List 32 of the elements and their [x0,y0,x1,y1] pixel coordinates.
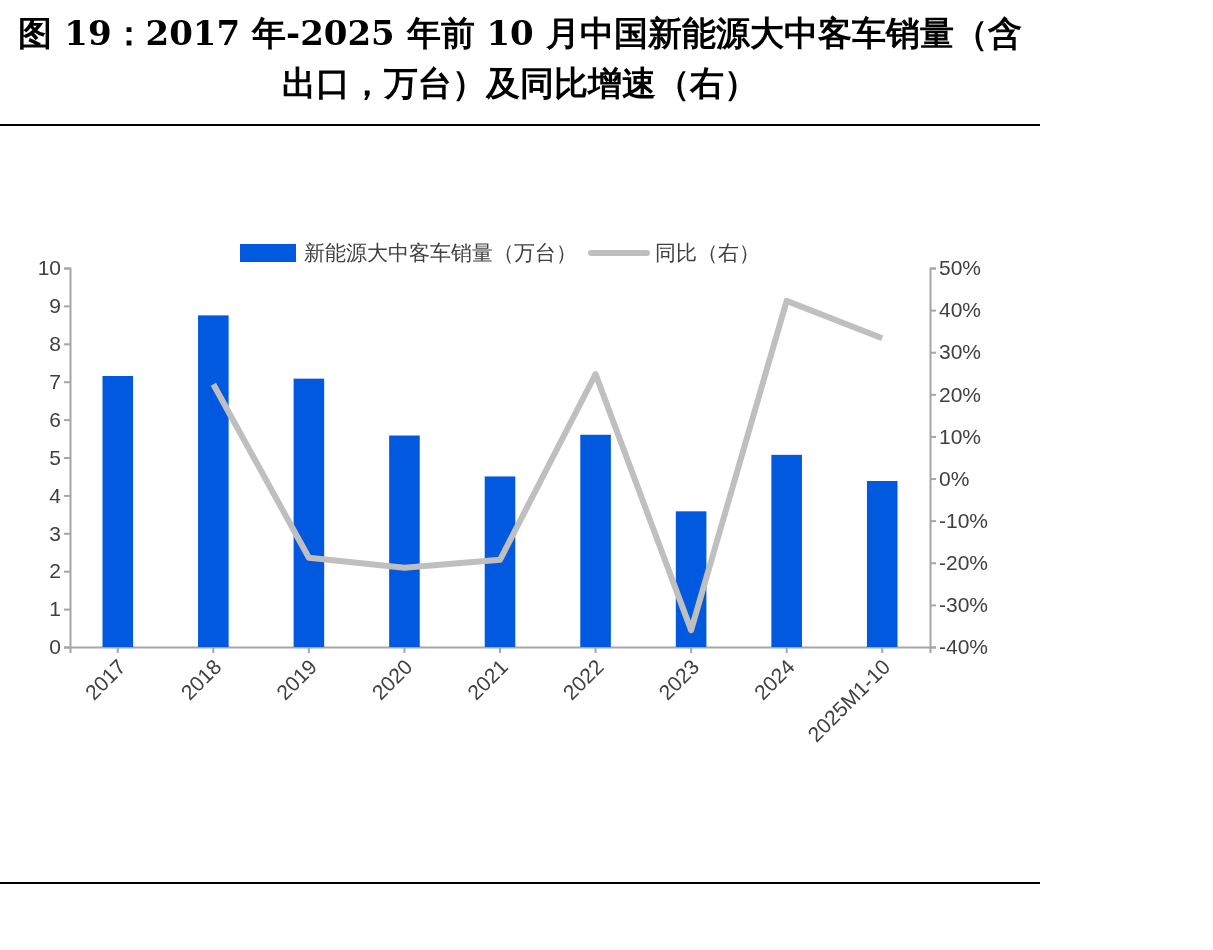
legend-label: 新能源大中客车销量（万台） [304,241,577,265]
y-tick-label: 1 [49,597,61,621]
y-tick-label: 3 [49,521,61,545]
bar [580,434,611,647]
y2-tick-label: 40% [939,298,982,322]
y-tick-label: 9 [49,294,61,318]
bar [293,378,325,647]
y-tick-label: 10 [37,256,61,280]
bar [484,476,516,647]
y-tick-label: 6 [49,407,61,431]
y-tick-label: 7 [49,369,61,393]
y2-tick-label: 10% [939,424,982,448]
y-tick-label: 8 [49,332,61,356]
y2-tick-label: -30% [939,593,989,617]
y2-tick-label: 30% [939,340,982,364]
y2-tick-label: -20% [939,551,989,574]
bar [389,435,420,647]
y2-tick-label: 50% [939,256,982,280]
bar [102,376,134,647]
bar [866,481,898,647]
legend-label: 同比（右） [655,241,760,265]
y-tick-label: 0 [49,635,61,659]
y-tick-label: 2 [49,559,61,583]
y-tick-label: 4 [49,483,62,507]
chart-title: 图 19：2017 年-2025 年前 10 月中国新能源大中客车销量（含出口，万台）及同比增速（右） [17,12,1023,105]
bar [771,454,802,647]
bar [198,315,229,647]
y2-tick-label: -10% [939,508,989,532]
y2-tick-label: -40% [939,635,989,659]
y-tick-label: 5 [49,445,61,469]
y2-tick-label: 20% [939,382,982,406]
y2-tick-label: 0% [939,466,970,490]
